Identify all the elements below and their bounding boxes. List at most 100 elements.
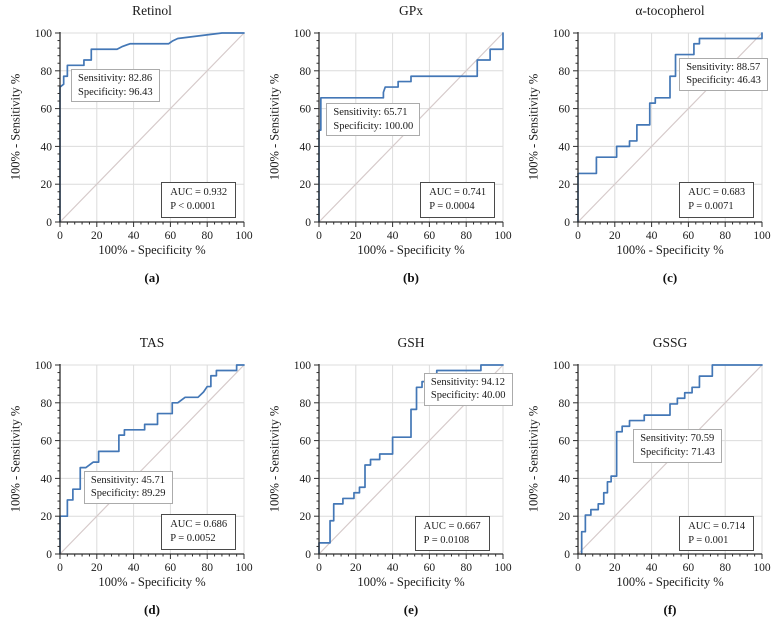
roc-panel-inner: TAS 0 20 40 60 80 100 0 20 40 60 80 100 100% - Sens… (0, 332, 258, 622)
annotation-line: P < 0.0001 (170, 200, 216, 212)
svg-text:60: 60 (683, 230, 695, 240)
svg-text:40: 40 (128, 230, 140, 240)
auc-annotation: AUC = 0.932 P < 0.0001 (161, 182, 237, 218)
auc-annotation: AUC = 0.683 P = 0.0071 (679, 182, 755, 218)
svg-text:20: 20 (609, 562, 621, 572)
roc-curve-chart: 0 20 40 60 80 100 0 20 40 60 80 100 (553, 360, 771, 572)
svg-text:60: 60 (683, 562, 695, 572)
svg-text:100: 100 (494, 562, 512, 572)
annotation-line: P = 0.001 (688, 534, 729, 546)
svg-text:80: 80 (201, 562, 213, 572)
svg-text:0: 0 (305, 217, 311, 229)
annotation-line: AUC = 0.741 (429, 187, 487, 199)
chart-title: GSH (397, 335, 425, 350)
svg-text:60: 60 (424, 562, 436, 572)
svg-text:20: 20 (91, 230, 103, 240)
svg-text:0: 0 (46, 549, 52, 561)
roc-panel-e: GSH 0 20 40 60 80 100 0 20 40 60 80 100 100% - Sens… (259, 302, 518, 619)
y-axis-label: 100% - Sensitivity % (8, 73, 23, 181)
svg-text:60: 60 (41, 104, 53, 116)
svg-text:0: 0 (46, 217, 52, 229)
svg-text:80: 80 (41, 398, 53, 410)
svg-text:40: 40 (41, 141, 53, 153)
svg-text:20: 20 (41, 179, 53, 191)
svg-text:0: 0 (57, 562, 63, 572)
svg-text:20: 20 (350, 562, 362, 572)
svg-text:100: 100 (753, 562, 771, 572)
annotation-line: AUC = 0.683 (688, 187, 746, 199)
y-axis-label: 100% - Sensitivity % (8, 405, 23, 513)
svg-text:40: 40 (387, 230, 399, 240)
subplot-label: (a) (144, 270, 160, 285)
sensitivity-annotation: Sensitivity: 88.57 Specificity: 46.43 (679, 57, 768, 91)
svg-text:0: 0 (316, 562, 322, 572)
sensitivity-annotation: Sensitivity: 65.71 Specificity: 100.00 (326, 102, 421, 137)
svg-text:100: 100 (553, 360, 571, 372)
svg-text:20: 20 (41, 511, 53, 523)
svg-text:40: 40 (559, 141, 571, 153)
y-axis-label: 100% - Sensitivity % (267, 405, 282, 513)
svg-text:0: 0 (316, 230, 322, 240)
svg-text:20: 20 (300, 179, 312, 191)
roc-panel-inner: GPx 0 20 40 60 80 100 0 20 40 60 80 100 100% - Sens… (259, 0, 517, 290)
svg-text:100: 100 (35, 28, 53, 40)
annotation-line: Specificity: 40.00 (430, 390, 506, 402)
svg-text:80: 80 (719, 562, 731, 572)
annotation-line: AUC = 0.932 (170, 187, 228, 199)
annotation-line: P = 0.0108 (423, 534, 470, 546)
roc-panel-inner: GSH 0 20 40 60 80 100 0 20 40 60 80 100 100% - Sens… (259, 332, 517, 622)
svg-text:60: 60 (300, 436, 312, 448)
annotation-line: P = 0.0052 (170, 532, 216, 544)
svg-text:40: 40 (646, 230, 658, 240)
svg-text:60: 60 (559, 436, 571, 448)
svg-text:40: 40 (128, 562, 140, 572)
x-axis-label: 100% - Specificity % (98, 243, 206, 257)
x-axis-label: 100% - Specificity % (357, 243, 465, 257)
roc-panel-inner: α-tocopherol 0 20 40 60 80 100 0 20 40 60 80 100 10… (518, 0, 776, 290)
svg-text:100: 100 (753, 230, 771, 240)
svg-text:0: 0 (575, 230, 581, 240)
x-axis-label: 100% - Specificity % (357, 575, 465, 589)
svg-text:100: 100 (235, 562, 253, 572)
svg-text:20: 20 (350, 230, 362, 240)
annotation-line: AUC = 0.667 (423, 521, 481, 533)
x-axis-label: 100% - Specificity % (98, 575, 206, 589)
roc-panel-f: GSSG 0 20 40 60 80 100 0 20 40 60 80 100 100% - Sen… (518, 302, 776, 619)
svg-text:60: 60 (559, 104, 571, 116)
y-axis-label: 100% - Sensitivity % (526, 73, 541, 181)
y-axis-label: 100% - Sensitivity % (526, 405, 541, 513)
auc-annotation: AUC = 0.667 P = 0.0108 (414, 516, 490, 552)
svg-text:40: 40 (646, 562, 658, 572)
svg-text:80: 80 (559, 66, 571, 78)
svg-text:40: 40 (387, 562, 399, 572)
annotation-line: Sensitivity: 94.12 (430, 376, 505, 388)
svg-text:40: 40 (300, 473, 312, 485)
subplot-label: (d) (144, 602, 160, 617)
roc-panel-a: Retinol 0 20 40 60 80 100 0 20 40 60 80 100 100% - … (0, 0, 259, 302)
x-axis-label: 100% - Specificity % (616, 575, 724, 589)
roc-curve-chart: 0 20 40 60 80 100 0 20 40 60 80 100 (35, 28, 253, 240)
svg-text:60: 60 (165, 230, 177, 240)
annotation-line: Sensitivity: 82.86 (78, 72, 153, 84)
annotation-line: Sensitivity: 70.59 (640, 433, 715, 445)
subplot-label: (f) (663, 602, 677, 617)
annotation-line: Specificity: 89.29 (90, 488, 166, 500)
annotation-line: Specificity: 71.43 (640, 446, 715, 458)
roc-panel-inner: GSSG 0 20 40 60 80 100 0 20 40 60 80 100 100% - Sen… (518, 332, 776, 622)
svg-text:0: 0 (575, 562, 581, 572)
chart-title: Retinol (132, 3, 172, 18)
roc-curve-chart: 0 20 40 60 80 100 0 20 40 60 80 100 (294, 28, 512, 240)
chart-title: GPx (398, 3, 423, 18)
sensitivity-annotation: Sensitivity: 82.86 Specificity: 96.43 (71, 68, 160, 103)
svg-text:80: 80 (300, 66, 312, 78)
svg-text:80: 80 (460, 562, 472, 572)
svg-text:100: 100 (235, 230, 253, 240)
svg-text:20: 20 (91, 562, 103, 572)
svg-text:60: 60 (300, 104, 312, 116)
svg-text:80: 80 (719, 230, 731, 240)
svg-text:100: 100 (35, 360, 53, 372)
svg-text:20: 20 (609, 230, 621, 240)
annotation-line: Specificity: 96.43 (78, 86, 153, 98)
annotation-line: P = 0.0004 (429, 200, 475, 212)
